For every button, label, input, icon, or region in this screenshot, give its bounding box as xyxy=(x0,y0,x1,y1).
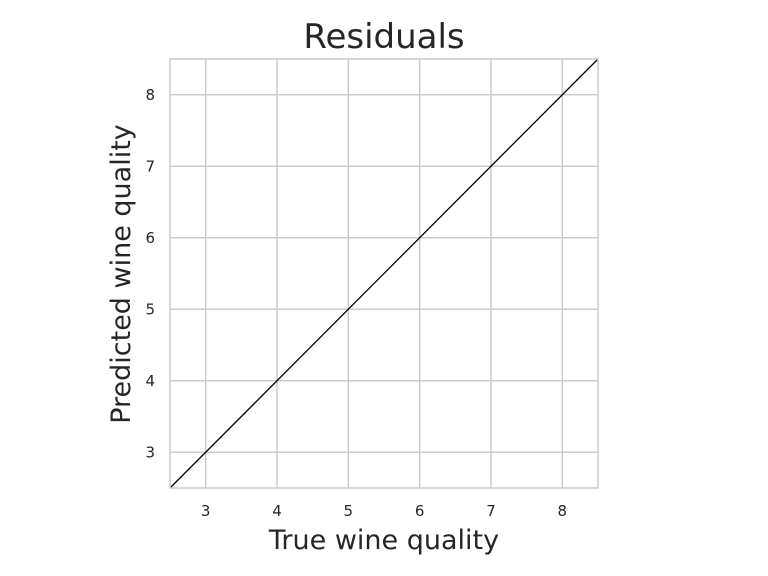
y-tick-label-5: 8 xyxy=(145,86,155,104)
x-tick-label-4: 7 xyxy=(486,502,496,520)
chart-title: Residuals xyxy=(303,17,464,57)
y-tick-label-3: 6 xyxy=(145,229,155,247)
y-axis-label: Predicted wine quality xyxy=(106,124,137,424)
y-tick-label-0: 3 xyxy=(145,443,155,461)
y-tick-label-4: 7 xyxy=(145,157,155,175)
series-line-0 xyxy=(169,58,599,489)
x-tick-label-0: 3 xyxy=(201,502,211,520)
x-tick-label-5: 8 xyxy=(558,502,568,520)
x-tick-labels: 3 4 5 6 7 8 xyxy=(201,502,567,520)
y-tick-label-2: 5 xyxy=(145,300,155,318)
series-group xyxy=(169,58,599,489)
plot-frame xyxy=(169,58,599,489)
y-tick-labels: 3 4 5 6 7 8 xyxy=(145,86,155,462)
x-tick-label-3: 6 xyxy=(415,502,425,520)
x-tick-label-1: 4 xyxy=(272,502,282,520)
x-axis-label: True wine quality xyxy=(268,525,499,556)
grid xyxy=(170,59,598,488)
y-tick-label-1: 4 xyxy=(145,372,155,390)
x-tick-label-2: 5 xyxy=(344,502,354,520)
